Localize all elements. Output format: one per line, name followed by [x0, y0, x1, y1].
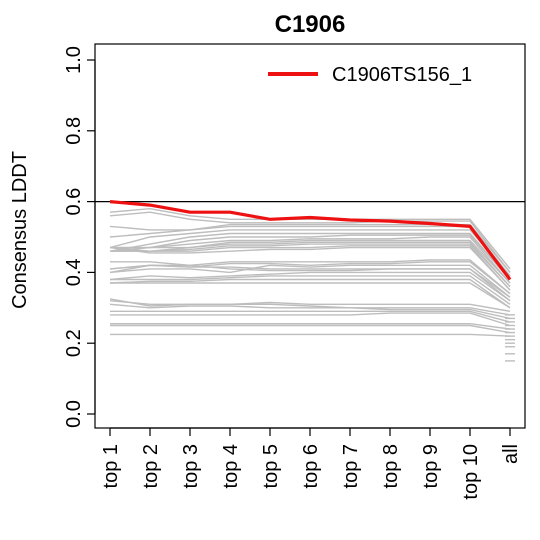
highlight-series-group	[109, 200, 512, 281]
all-distribution-group	[505, 314, 515, 362]
background-series-line	[109, 207, 511, 270]
background-series-line	[109, 271, 511, 302]
background-series-line	[110, 243, 511, 288]
background-series-line	[109, 259, 511, 295]
background-series-line	[110, 312, 511, 327]
chart-title: C1906	[275, 11, 346, 38]
background-series-line	[110, 333, 511, 337]
y-tick-label: 0.8	[63, 117, 85, 145]
x-tick-label: all	[500, 444, 522, 464]
x-tick-label: top 5	[260, 444, 282, 488]
background-series-line	[109, 278, 511, 309]
y-tick-label: 1.0	[63, 46, 85, 74]
background-series-line	[110, 310, 511, 323]
background-series-line	[109, 229, 511, 277]
y-tick-label: 0.4	[63, 258, 85, 286]
x-tick-label: top 10	[460, 444, 482, 500]
background-series-line	[109, 264, 511, 298]
background-series-line	[109, 225, 511, 277]
background-series-line	[109, 298, 511, 316]
background-series-line	[110, 324, 511, 334]
background-series-line	[110, 282, 511, 309]
y-axis: 0.0 0.2 0.4 0.6 0.8 1.0	[63, 46, 96, 428]
x-tick-label: top 2	[140, 444, 162, 488]
background-series-line	[110, 323, 511, 330]
background-series-line	[109, 303, 511, 320]
x-tick-label: top 3	[180, 444, 202, 488]
legend: C1906TS156_1	[268, 64, 472, 86]
x-axis: top 1 top 2 top 3 top 4 top 5 top 6 top 7 top 8…	[100, 427, 522, 500]
y-tick-label: 0.0	[63, 400, 85, 428]
background-series-line	[109, 236, 511, 284]
background-series-group	[109, 207, 511, 337]
background-series-line	[110, 239, 511, 284]
background-series-line	[110, 241, 511, 288]
background-series-line	[110, 275, 511, 305]
x-tick-label: top 4	[220, 444, 242, 488]
highlight-series-line	[109, 200, 512, 281]
background-series-line	[110, 261, 511, 302]
y-tick-label: 0.6	[63, 188, 85, 216]
y-axis-label: Consensus LDDT	[9, 151, 31, 309]
x-tick-label: top 9	[420, 444, 442, 488]
background-series-line	[109, 232, 511, 280]
x-tick-label: top 7	[340, 444, 362, 488]
y-tick-label: 0.2	[63, 329, 85, 357]
background-series-line	[109, 245, 511, 291]
x-tick-label: top 8	[380, 444, 402, 488]
background-series-line	[110, 234, 511, 280]
background-series-line	[109, 211, 511, 273]
x-tick-label: top 1	[100, 444, 122, 488]
legend-entry: C1906TS156_1	[332, 64, 472, 86]
x-tick-label: top 6	[300, 444, 322, 488]
background-series-line	[109, 246, 511, 291]
